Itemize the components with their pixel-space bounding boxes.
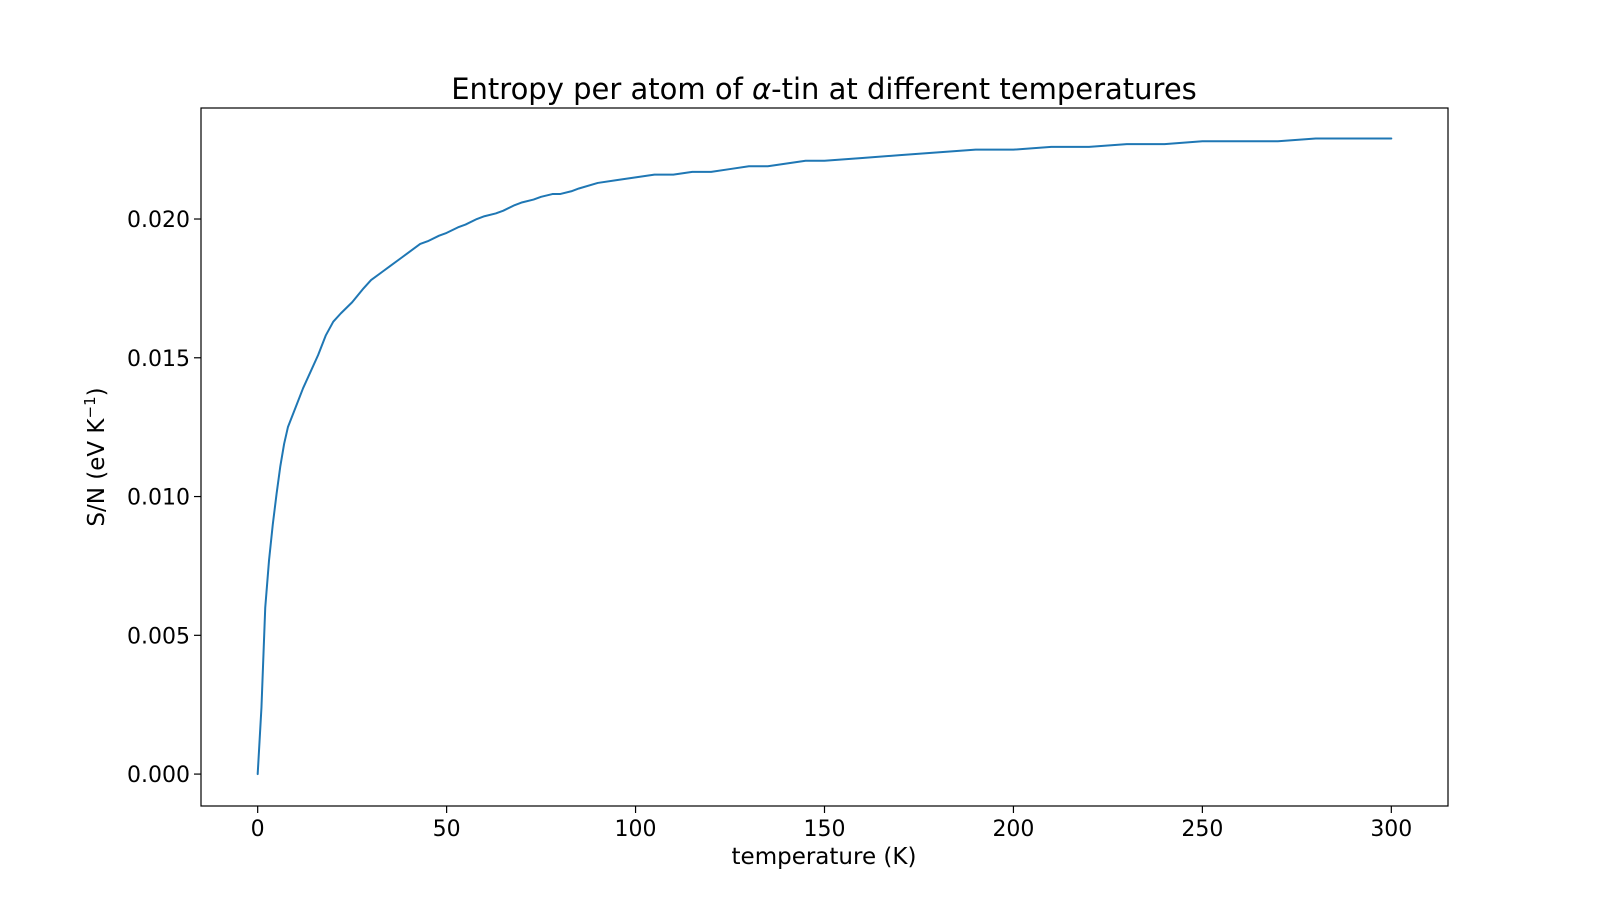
y-tick-label: 0.010 xyxy=(127,486,190,511)
y-axis-label-superscript: −1 xyxy=(81,396,99,418)
x-tick-label: 300 xyxy=(1370,817,1412,842)
x-tick-label: 100 xyxy=(615,817,657,842)
y-tick-label: 0.020 xyxy=(127,208,190,233)
y-axis-label: S/N (eV K−1) xyxy=(81,387,110,526)
y-axis-ticks: 0.000 0.005 0.010 0.015 0.020 xyxy=(127,208,201,788)
x-tick-label: 150 xyxy=(804,817,846,842)
chart-title: Entropy per atom of α-tin at different t… xyxy=(451,72,1197,106)
x-axis-ticks: 0 50 100 150 200 250 300 xyxy=(251,806,1412,842)
y-tick-label: 0.005 xyxy=(127,624,190,649)
chart-title-suffix: -tin at different temperatures xyxy=(771,72,1197,106)
series-group xyxy=(256,137,1393,776)
series-line xyxy=(256,137,1393,776)
y-axis-label-close: ) xyxy=(84,387,110,396)
y-tick-label: 0.015 xyxy=(127,347,190,372)
chart-title-symbol: α xyxy=(752,72,771,106)
y-tick-label: 0.000 xyxy=(127,763,190,788)
y-axis-label-base: S/N (eV K xyxy=(84,418,110,527)
x-tick-label: 250 xyxy=(1181,817,1223,842)
x-tick-label: 200 xyxy=(992,817,1034,842)
chart-title-prefix: Entropy per atom of xyxy=(451,72,752,106)
x-tick-label: 0 xyxy=(251,817,265,842)
x-axis-label: temperature (K) xyxy=(732,844,917,870)
x-tick-label: 50 xyxy=(433,817,461,842)
